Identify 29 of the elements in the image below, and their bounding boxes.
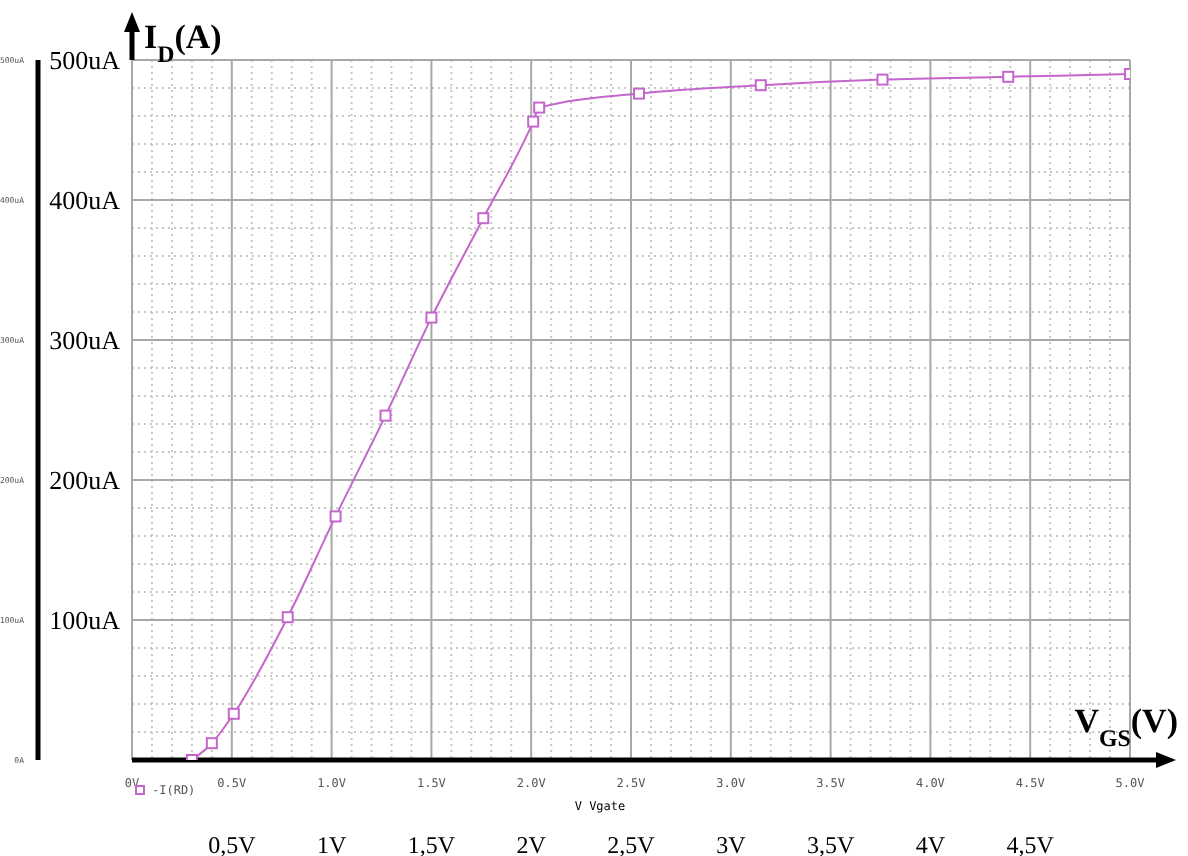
x2-tick-label: 2,5V [607,831,656,856]
point [477,212,490,225]
point [632,87,645,100]
point [533,101,546,114]
x2-tick-label: 1,5V [407,831,456,856]
x2-tick-label: 3,5V [806,831,855,856]
point [754,79,767,92]
point [227,707,240,720]
x2-tick-label: 0,5V [208,831,257,856]
point [281,611,294,624]
point [379,409,392,422]
y-tick-label: 500uA [49,45,122,76]
x2-tick-label: 4V [915,831,946,856]
point [527,115,540,128]
y-tick-label: 200uA [49,465,122,496]
x2-tick-label: 2V [516,831,547,856]
point [1002,70,1015,83]
y-tick-label: 100uA [49,605,122,636]
x2-tick-label: 3V [716,831,747,856]
point [876,73,889,86]
point [329,510,342,523]
x2-tick-label: 4,5V [1006,831,1055,856]
y-tick-label: 300uA [49,325,122,356]
y-tick-label: 400uA [49,185,122,216]
x2-tick-label: 1V [316,831,347,856]
point [425,311,438,324]
y-axis-title: I$_{D}$(A) [144,18,222,68]
point [205,737,218,750]
x2-axis-title: V$_{GS}$(V) [1074,702,1178,752]
